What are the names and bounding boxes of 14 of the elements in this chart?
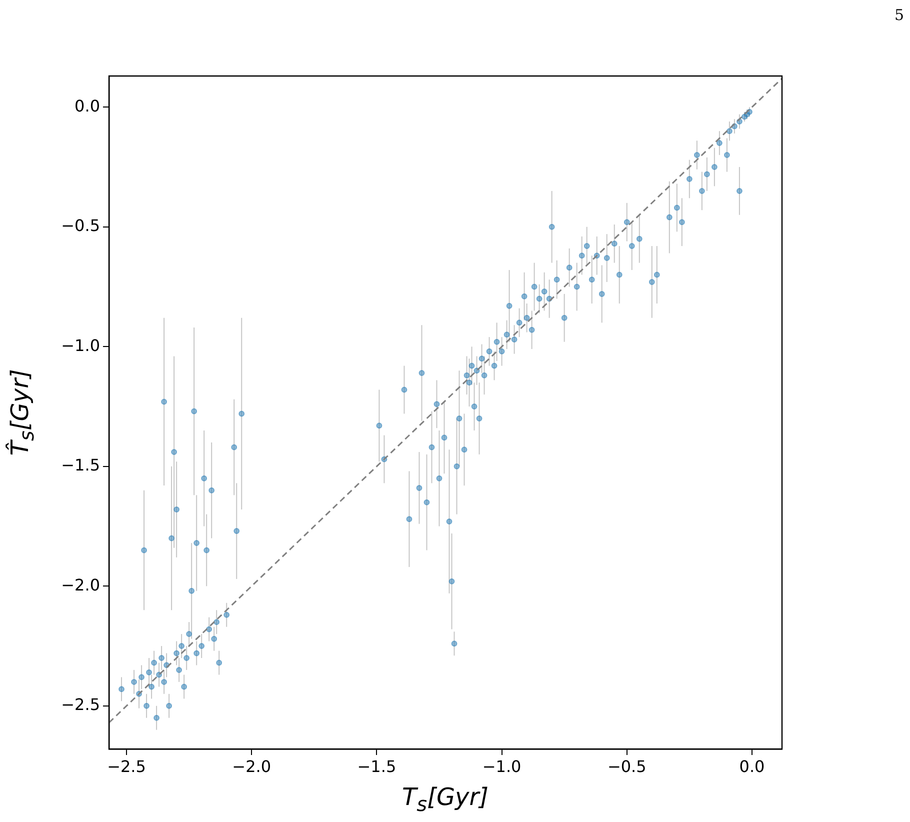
x-tick-label: −1.0 <box>482 756 522 776</box>
y-tick-label: −2.0 <box>61 575 100 594</box>
x-tick-label: −0.5 <box>607 756 646 776</box>
x-tick-label: 0.0 <box>739 756 765 776</box>
text: 5 <box>894 6 904 24</box>
y-tick-label: −1.5 <box>61 456 100 475</box>
y-tick-label: −0.5 <box>61 216 100 236</box>
x-axis-title: T$_{s}$[Gyr] <box>402 783 488 816</box>
y-tick-label: −2.5 <box>61 695 100 714</box>
y-tick-label: 0.0 <box>74 96 100 116</box>
x-tick-label: −2.0 <box>232 756 272 776</box>
x-tick-label: −1.5 <box>357 756 396 776</box>
y-tick-label: −1.0 <box>61 336 100 355</box>
x-tick-label: −2.5 <box>107 756 146 776</box>
